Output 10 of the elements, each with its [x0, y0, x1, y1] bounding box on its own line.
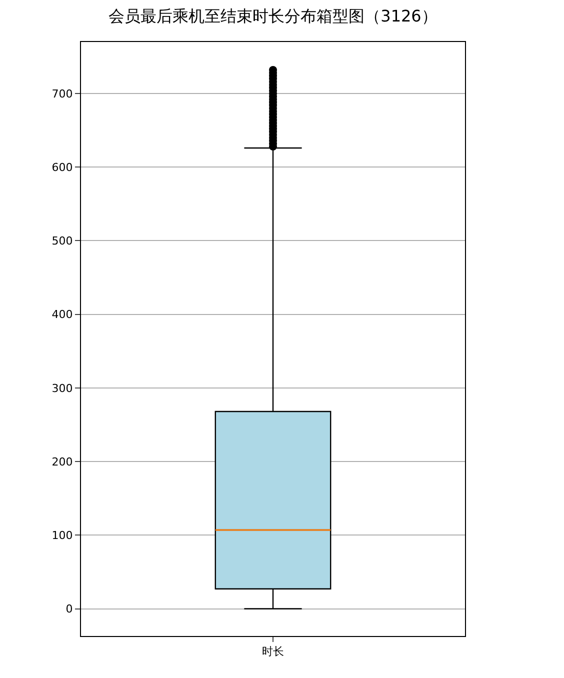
y-tick-label: 0	[66, 602, 73, 616]
chart-title: 会员最后乘机至结束时长分布箱型图（3126）	[108, 6, 438, 26]
y-tick-label: 700	[52, 87, 73, 100]
x-tick-label: 时长	[262, 645, 284, 658]
y-tick-label: 100	[52, 529, 73, 542]
y-tick-label: 500	[52, 234, 73, 248]
y-tick-label: 400	[52, 308, 73, 322]
y-tick-label: 600	[52, 160, 73, 174]
y-tick-label: 300	[52, 382, 73, 395]
y-tick-label: 200	[52, 455, 73, 468]
